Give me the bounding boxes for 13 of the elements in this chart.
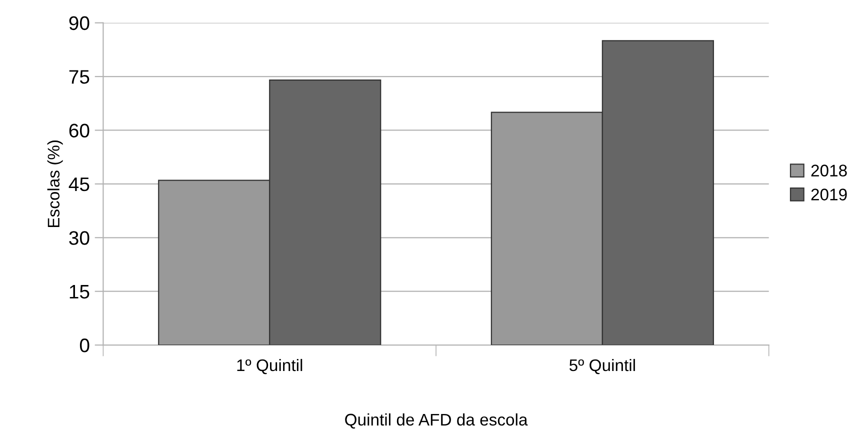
y-tick-label: 75 (69, 70, 90, 84)
x-axis-title: Quintil de AFD da escola (345, 413, 528, 429)
y-axis-title: Escolas (%) (47, 140, 63, 228)
x-tick-label: 5º Quintil (569, 358, 635, 374)
x-tick-label: 1º Quintil (237, 358, 302, 374)
legend-label: 2019 (811, 188, 847, 200)
y-tick-label: 45 (68, 178, 90, 192)
y-tick-label: 90 (69, 16, 90, 30)
y-tick-label: 15 (70, 285, 90, 299)
legend-label: 2018 (811, 164, 847, 176)
y-tick-label: 0 (80, 338, 90, 352)
y-tick-label: 30 (69, 231, 90, 245)
y-tick-label: 60 (69, 124, 90, 138)
